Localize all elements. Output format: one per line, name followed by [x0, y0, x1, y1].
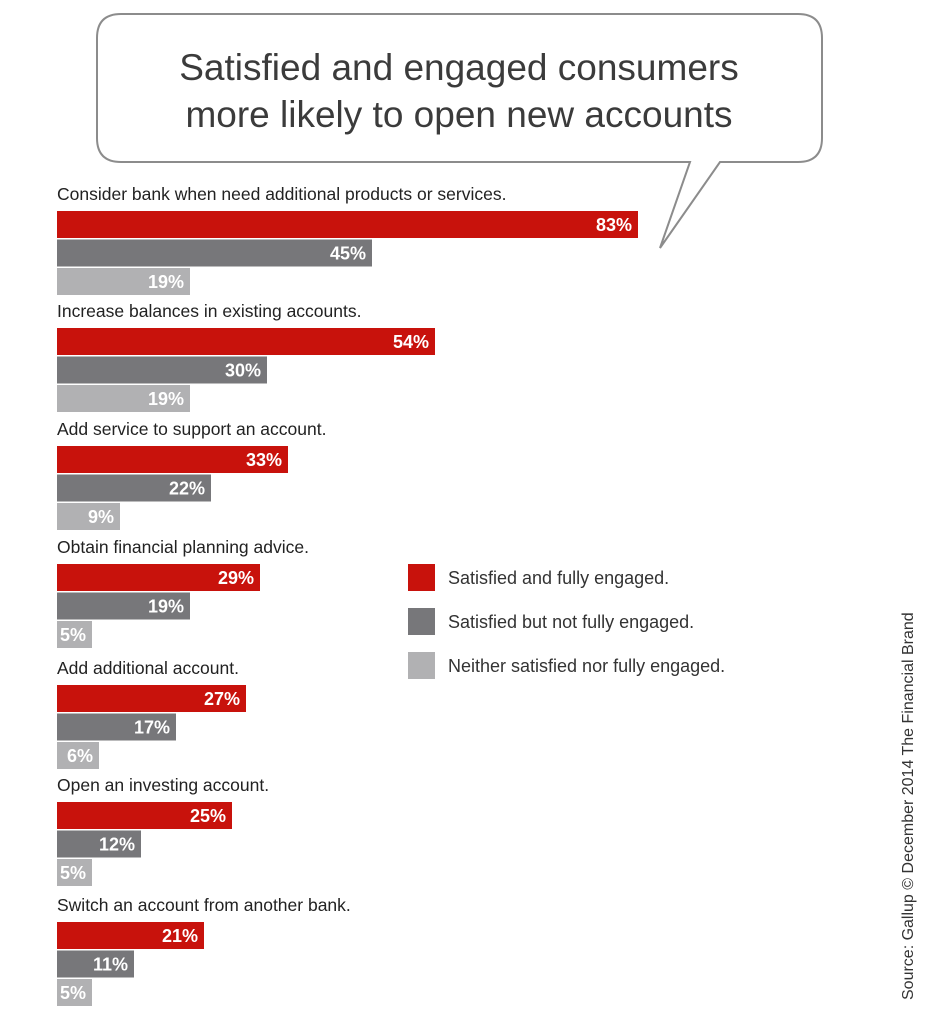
bar	[57, 446, 288, 473]
source-note: Source: Gallup © December 2014 The Finan…	[900, 612, 917, 1000]
bar-value-label: 29%	[218, 568, 254, 588]
chart-title-line-2: more likely to open new accounts	[185, 94, 732, 135]
bar	[57, 621, 92, 648]
bar	[57, 268, 190, 295]
category-label: Add additional account.	[57, 658, 239, 678]
bar-value-label: 54%	[393, 332, 429, 352]
chart-title-line-1: Satisfied and engaged consumers	[179, 47, 738, 88]
category-label: Consider bank when need additional produ…	[57, 184, 506, 204]
bar-value-label: 6%	[67, 746, 93, 766]
bar-value-label: 45%	[330, 244, 366, 264]
category-label: Add service to support an account.	[57, 419, 326, 439]
bar	[57, 564, 260, 591]
bar-value-label: 5%	[60, 863, 86, 883]
bar-value-label: 83%	[596, 215, 632, 235]
bar-value-label: 25%	[190, 806, 226, 826]
legend-label: Satisfied and fully engaged.	[448, 568, 669, 588]
category-label: Increase balances in existing accounts.	[57, 301, 361, 321]
bar-value-label: 21%	[162, 926, 198, 946]
bars-layer: Consider bank when need additional produ…	[57, 184, 638, 1006]
bar-value-label: 12%	[99, 835, 135, 855]
bar-value-label: 9%	[88, 507, 114, 527]
bar	[57, 859, 92, 886]
bar	[57, 239, 372, 267]
bar-value-label: 19%	[148, 389, 184, 409]
bar-value-label: 5%	[60, 983, 86, 1003]
bar	[57, 830, 141, 858]
bar-value-label: 27%	[204, 689, 240, 709]
bar	[57, 685, 246, 712]
bar-value-label: 19%	[148, 272, 184, 292]
bar-value-label: 11%	[93, 955, 128, 975]
legend-swatch	[408, 564, 435, 591]
bar-value-label: 19%	[148, 597, 184, 617]
legend: Satisfied and fully engaged. Satisfied bu…	[408, 564, 725, 679]
bar	[57, 211, 638, 238]
legend-label: Satisfied but not fully engaged.	[448, 612, 694, 632]
bar	[57, 356, 267, 384]
legend-swatch	[408, 608, 435, 635]
legend-swatch	[408, 652, 435, 679]
legend-label: Neither satisfied nor fully engaged.	[448, 656, 725, 676]
bar	[57, 979, 92, 1006]
title-speech-bubble	[96, 13, 823, 249]
category-label: Obtain financial planning advice.	[57, 537, 309, 557]
category-label: Open an investing account.	[57, 775, 269, 795]
bar	[57, 385, 190, 412]
bar	[57, 713, 176, 741]
bar	[57, 328, 435, 355]
bar	[57, 503, 120, 530]
bar-value-label: 5%	[60, 625, 86, 645]
bar	[57, 474, 211, 502]
bar-value-label: 22%	[169, 479, 205, 499]
bar	[57, 922, 204, 949]
bar-value-label: 33%	[246, 450, 282, 470]
bar	[57, 592, 190, 620]
bar-value-label: 17%	[134, 718, 170, 738]
bar-value-label: 30%	[225, 361, 261, 381]
bar	[57, 950, 134, 978]
bar	[57, 742, 99, 769]
category-label: Switch an account from another bank.	[57, 895, 351, 915]
bar	[57, 802, 232, 829]
